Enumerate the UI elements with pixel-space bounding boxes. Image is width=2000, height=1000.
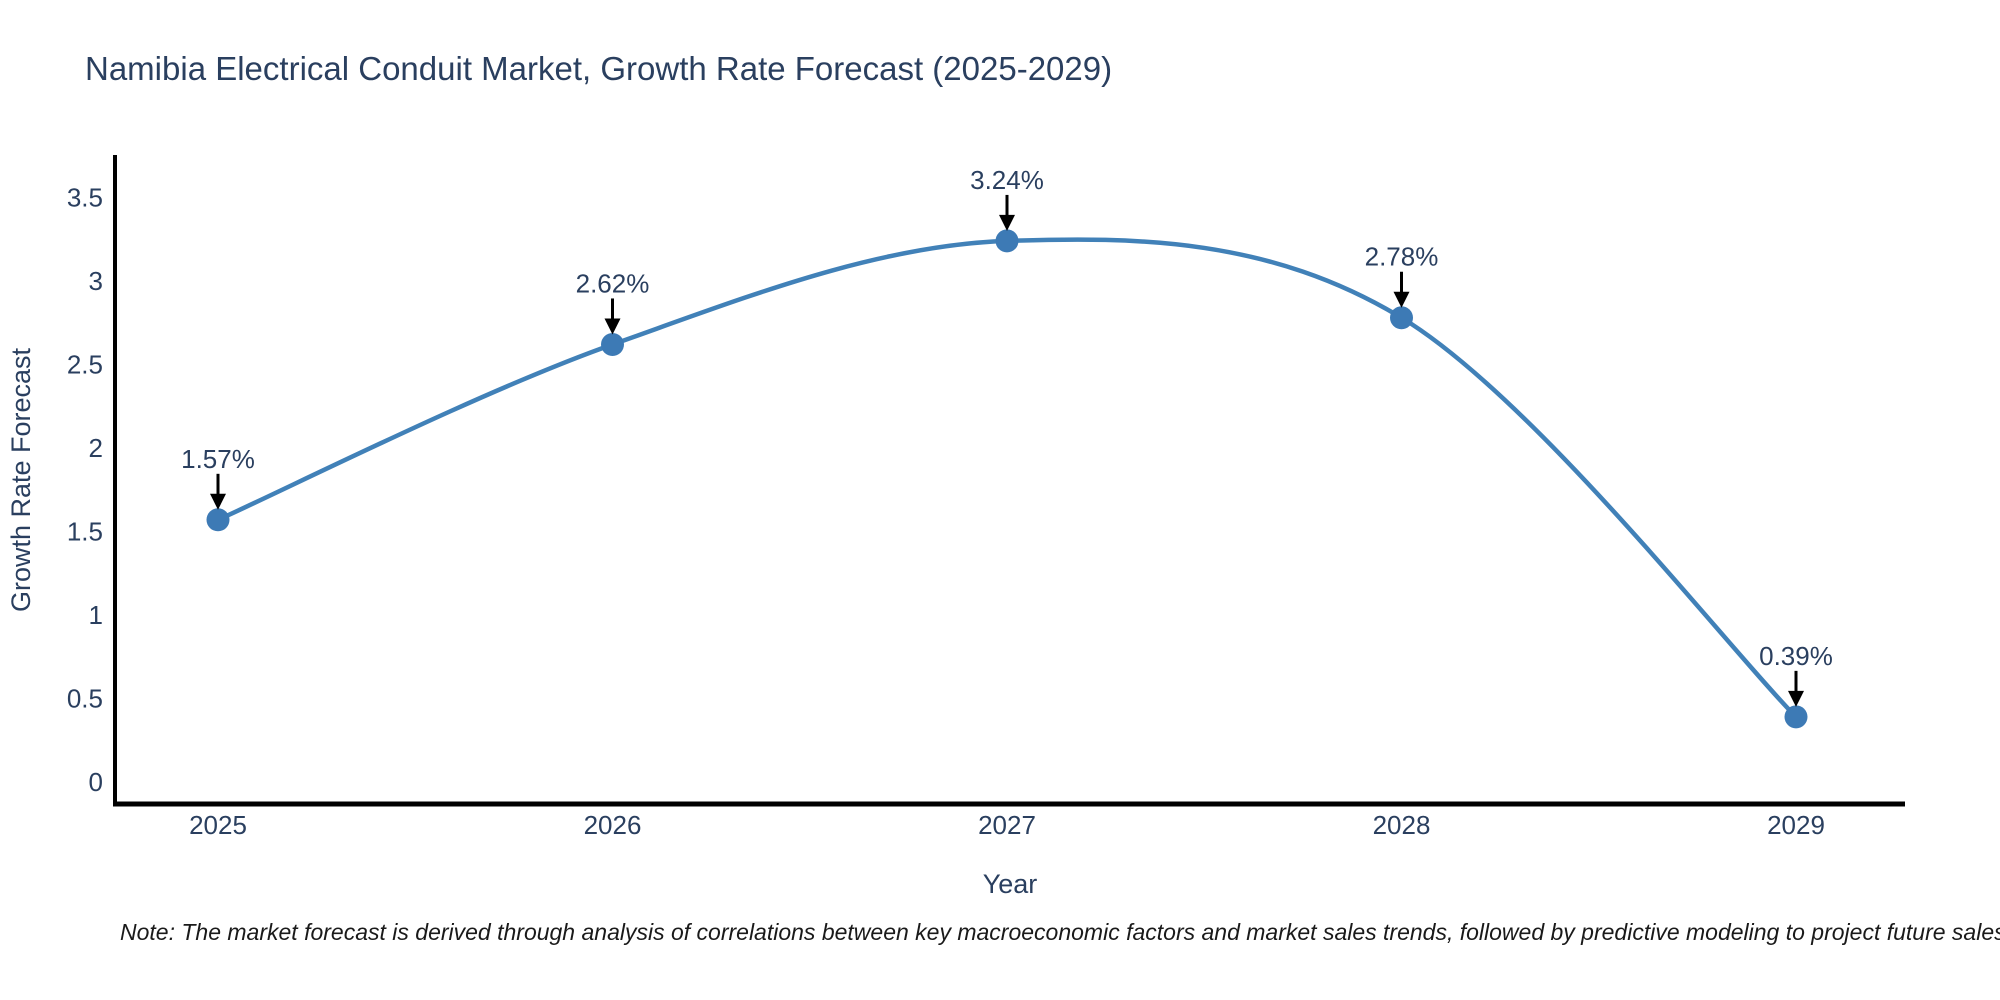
data-point-marker — [1784, 705, 1808, 729]
y-tick-label: 1 — [89, 600, 103, 630]
y-axis-title: Growth Rate Forecast — [6, 347, 36, 612]
y-tick-label: 0.5 — [67, 684, 103, 714]
x-axis-title: Year — [983, 869, 1038, 899]
y-tick-label: 3 — [89, 266, 103, 296]
axes — [113, 155, 1905, 807]
data-point-marker — [206, 508, 230, 532]
point-value-label: 0.39% — [1759, 641, 1833, 671]
annotation-arrow-head — [1393, 291, 1410, 308]
point-annotations: 1.57% 2.62% 3.24% 2.78% 0.39% — [181, 165, 1833, 707]
data-point-marker — [1390, 306, 1413, 330]
y-tick-label: 2.5 — [67, 350, 103, 380]
point-value-label: 3.24% — [970, 165, 1044, 195]
y-tick-label: 1.5 — [67, 517, 103, 547]
x-axis-tick-labels: 2025 2026 2027 2028 2029 — [189, 810, 1825, 840]
point-annotation: 2.62% — [576, 268, 650, 335]
line-series — [206, 229, 1808, 729]
annotation-arrow-head — [999, 214, 1015, 231]
data-point-marker — [995, 229, 1019, 253]
x-tick-label: 2027 — [978, 810, 1036, 840]
y-tick-label: 0 — [89, 767, 103, 797]
x-tick-label: 2028 — [1373, 810, 1431, 840]
point-annotation: 0.39% — [1759, 641, 1833, 707]
point-value-label: 2.62% — [576, 268, 650, 298]
point-annotation: 2.78% — [1365, 242, 1439, 308]
annotation-arrow-head — [210, 493, 226, 510]
forecast-line — [215, 237, 1799, 720]
annotation-arrow-head — [1788, 690, 1804, 707]
x-tick-label: 2025 — [189, 810, 247, 840]
footnote: Note: The market forecast is derived thr… — [120, 919, 2000, 945]
point-value-label: 2.78% — [1365, 242, 1439, 272]
y-axis-tick-labels: 0 0.5 1 1.5 2 2.5 3 3.5 — [67, 183, 103, 798]
chart-title: Namibia Electrical Conduit Market, Growt… — [85, 50, 1112, 87]
data-point-marker — [601, 332, 624, 356]
y-tick-label: 2 — [89, 433, 103, 463]
point-annotation: 3.24% — [970, 165, 1044, 231]
point-value-label: 1.57% — [181, 444, 255, 474]
annotation-arrow-head — [604, 318, 621, 335]
x-tick-label: 2029 — [1767, 810, 1825, 840]
point-annotation: 1.57% — [181, 444, 255, 510]
y-tick-label: 3.5 — [67, 183, 103, 213]
x-tick-label: 2026 — [584, 810, 642, 840]
